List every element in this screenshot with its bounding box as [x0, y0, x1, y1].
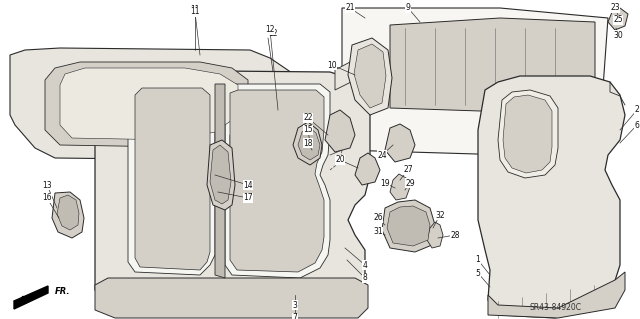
Text: 32: 32: [435, 211, 445, 219]
Polygon shape: [608, 8, 628, 30]
Text: 4: 4: [363, 261, 367, 270]
Polygon shape: [385, 124, 415, 162]
Text: 25: 25: [613, 16, 623, 25]
Text: 12: 12: [268, 29, 278, 39]
Polygon shape: [335, 58, 380, 90]
Text: 2: 2: [635, 106, 639, 115]
Polygon shape: [354, 44, 386, 108]
Polygon shape: [210, 145, 231, 204]
Polygon shape: [215, 84, 225, 278]
Text: SR43-84920C: SR43-84920C: [530, 303, 582, 313]
Polygon shape: [95, 70, 370, 310]
Text: 18: 18: [303, 138, 313, 147]
Polygon shape: [95, 278, 368, 318]
Text: 8: 8: [363, 273, 367, 283]
Polygon shape: [230, 90, 324, 272]
Text: 11: 11: [190, 8, 200, 17]
Polygon shape: [390, 18, 595, 112]
Polygon shape: [14, 286, 48, 309]
Text: 29: 29: [405, 179, 415, 188]
Polygon shape: [427, 222, 443, 248]
Polygon shape: [348, 38, 392, 115]
Polygon shape: [293, 122, 322, 165]
Polygon shape: [488, 272, 625, 318]
Text: 3: 3: [292, 300, 298, 309]
Text: 14: 14: [243, 181, 253, 189]
Text: 11: 11: [190, 5, 200, 14]
Polygon shape: [498, 90, 558, 178]
Polygon shape: [230, 95, 295, 148]
Polygon shape: [478, 76, 625, 318]
Text: 10: 10: [327, 61, 337, 70]
Text: 5: 5: [476, 269, 481, 278]
Polygon shape: [342, 8, 608, 155]
Polygon shape: [390, 174, 410, 200]
Polygon shape: [10, 48, 295, 160]
Text: FR.: FR.: [55, 287, 70, 296]
Text: 15: 15: [303, 125, 313, 135]
Polygon shape: [60, 68, 238, 140]
Text: 20: 20: [335, 155, 345, 165]
Text: 6: 6: [635, 121, 639, 130]
Text: 19: 19: [380, 179, 390, 188]
Text: 24: 24: [377, 151, 387, 160]
Text: 26: 26: [373, 213, 383, 222]
Text: 23: 23: [610, 4, 620, 12]
Text: 1: 1: [476, 256, 481, 264]
Polygon shape: [135, 88, 210, 270]
Polygon shape: [387, 206, 430, 246]
Polygon shape: [355, 153, 380, 185]
Text: 13: 13: [42, 181, 52, 189]
Text: 21: 21: [345, 4, 355, 12]
Polygon shape: [128, 82, 215, 275]
Text: 30: 30: [613, 31, 623, 40]
Polygon shape: [382, 200, 435, 252]
Text: 9: 9: [406, 4, 410, 12]
Polygon shape: [57, 195, 79, 230]
Polygon shape: [298, 127, 320, 160]
Text: 22: 22: [303, 114, 313, 122]
Polygon shape: [503, 95, 552, 173]
Text: 27: 27: [403, 166, 413, 174]
Text: 31: 31: [373, 227, 383, 236]
Text: 17: 17: [243, 194, 253, 203]
Polygon shape: [52, 192, 84, 238]
Polygon shape: [207, 140, 235, 210]
Text: 7: 7: [292, 314, 298, 319]
Text: 12: 12: [265, 26, 275, 34]
Polygon shape: [225, 84, 330, 278]
Text: 16: 16: [42, 194, 52, 203]
Text: 28: 28: [451, 231, 460, 240]
Polygon shape: [325, 110, 355, 152]
Polygon shape: [45, 62, 248, 147]
